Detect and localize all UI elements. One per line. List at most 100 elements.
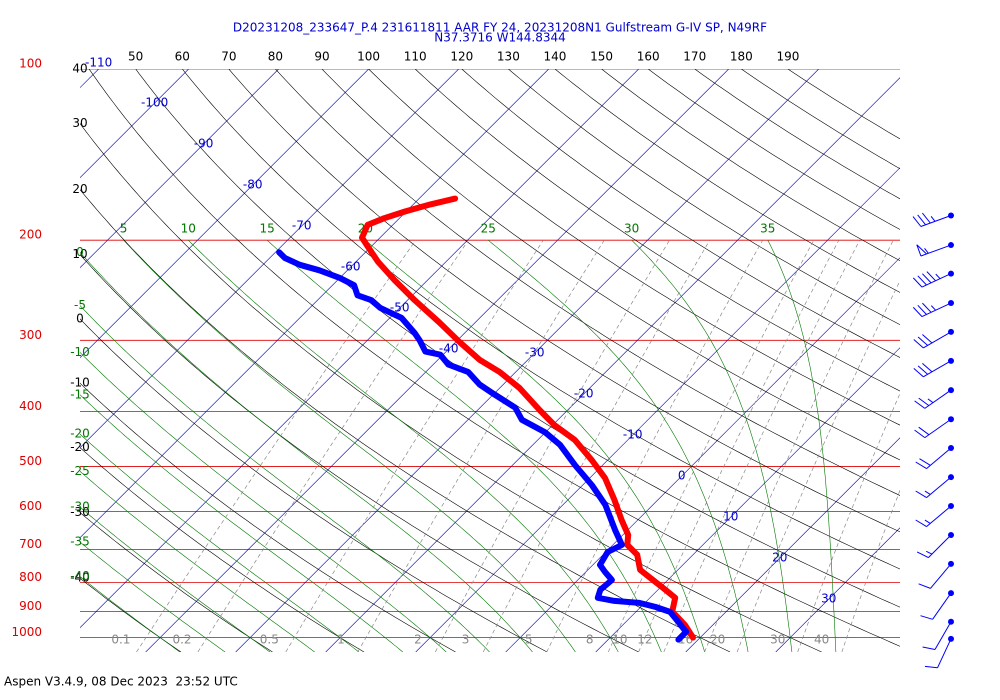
temperature-profile <box>359 195 696 641</box>
moist-adiabat-label: -40 <box>70 569 90 583</box>
dewpoint-profile <box>276 249 690 643</box>
dry-adiabat-label: 80 <box>268 50 283 64</box>
dry-adiabat-label: 90 <box>314 50 329 64</box>
isotherm <box>80 69 639 629</box>
isotherm-label: 30 <box>821 592 836 606</box>
mixing-ratio-line <box>357 240 605 652</box>
wind-barb <box>915 505 952 528</box>
dry-adiabat-label: 40 <box>72 62 87 76</box>
wind-barb <box>915 447 952 470</box>
dry-adiabat <box>80 447 365 652</box>
dry-adiabat <box>648 69 900 230</box>
moist-adiabat-label: 25 <box>481 222 496 236</box>
dry-adiabat-label: 190 <box>776 50 799 64</box>
moist-adiabat-label: 0 <box>76 245 84 259</box>
dry-adiabat <box>275 69 900 496</box>
moist-adiabat-label: 35 <box>760 222 775 236</box>
mixing-ratio-label: 8 <box>586 633 594 647</box>
dry-adiabat <box>508 69 900 325</box>
isotherm-label: -40 <box>439 342 459 356</box>
isotherm <box>685 437 900 652</box>
dry-adiabat-label: 30 <box>72 116 87 130</box>
isotherm-label: -20 <box>574 387 594 401</box>
mixing-ratio-line <box>663 240 861 652</box>
moist-adiabat-label: 30 <box>624 222 639 236</box>
mixing-ratio-label: 12 <box>637 633 652 647</box>
mixing-ratio-label: 30 <box>770 633 785 647</box>
dry-adiabat-label: 70 <box>221 50 236 64</box>
footer: Aspen V3.4.9, 08 Dec 2023 23:52 UTC <box>4 675 238 689</box>
wind-barb <box>912 212 952 227</box>
pressure-label: 600 <box>19 499 42 513</box>
moist-adiabat <box>80 351 447 652</box>
mixing-ratio-label: 5 <box>525 633 533 647</box>
moist-adiabat <box>80 394 403 652</box>
dry-adiabat <box>80 382 456 652</box>
pressure-label: 900 <box>19 599 42 613</box>
dry-adiabat-label: 20 <box>72 182 87 196</box>
wind-barb <box>918 563 952 589</box>
isotherm <box>415 167 900 652</box>
mixing-ratio-label: 40 <box>814 633 829 647</box>
moist-adiabat <box>80 576 181 652</box>
dry-adiabat <box>414 69 900 392</box>
wind-barbs <box>912 212 954 669</box>
isotherm-label: -110 <box>85 56 112 70</box>
moist-adiabat <box>80 251 533 652</box>
pressure-label: 1000 <box>11 625 42 639</box>
isotherm <box>80 69 459 449</box>
dry-adiabat-label: 110 <box>404 50 427 64</box>
dry-adiabat <box>80 189 731 652</box>
dry-adiabat <box>321 69 900 461</box>
moist-adiabat <box>488 239 749 652</box>
isotherm-label: -90 <box>194 137 214 151</box>
mixing-ratio-line <box>704 240 894 652</box>
dry-adiabat-label: 160 <box>637 50 660 64</box>
dry-adiabat-label: -10 <box>70 376 90 390</box>
dry-adiabat-label: 60 <box>175 50 190 64</box>
chart-title: D20231208_233647_P.4 231611811 AAR FY 24… <box>233 21 767 35</box>
pressure-label: 400 <box>19 399 42 413</box>
dry-adiabat-label: 140 <box>544 50 567 64</box>
dry-adiabat <box>694 69 900 200</box>
mixing-ratio-label: 0.2 <box>172 633 191 647</box>
isotherm <box>775 527 900 652</box>
pressure-label: 700 <box>19 537 42 551</box>
dry-adiabat <box>461 69 900 358</box>
mixing-ratio-label: 20 <box>710 633 725 647</box>
moist-adiabat-label: -30 <box>70 500 90 514</box>
isotherm <box>235 69 819 652</box>
dry-adiabat-label: -40 <box>70 571 90 585</box>
isotherm-label: -50 <box>390 301 410 315</box>
wind-barb <box>916 244 952 257</box>
pressure-label: 300 <box>19 328 42 342</box>
moist-adiabat-label: 5 <box>120 222 128 236</box>
moist-adiabat <box>767 240 837 652</box>
mixing-ratio-line <box>638 240 840 652</box>
moist-adiabat <box>631 239 793 652</box>
mixing-ratio-label: 1 <box>337 633 345 647</box>
dry-adiabat-label: 180 <box>730 50 753 64</box>
mixing-ratio-line <box>841 489 900 652</box>
mixing-ratio-line <box>797 392 900 652</box>
isotherm-label: 0 <box>678 469 686 483</box>
mixing-ratio-line <box>136 239 416 652</box>
wind-barb <box>914 418 952 439</box>
wind-barb <box>922 621 952 650</box>
dry-adiabat <box>80 512 273 652</box>
mixing-ratio-line <box>285 240 544 652</box>
dry-adiabat <box>80 254 639 652</box>
dry-adiabat-label: -20 <box>70 440 90 454</box>
mixing-ratio-label: 2 <box>414 633 422 647</box>
dry-adiabat <box>228 69 900 533</box>
mixing-ratio-line <box>482 240 711 652</box>
isotherm <box>80 69 279 269</box>
pressure-label: 100 <box>19 57 42 71</box>
moist-adiabat <box>123 239 576 652</box>
dry-adiabat-label: 120 <box>450 50 473 64</box>
isotherm-label: -100 <box>141 96 168 110</box>
isotherm-label: -60 <box>341 260 361 274</box>
moist-adiabat-label: -15 <box>70 387 90 401</box>
